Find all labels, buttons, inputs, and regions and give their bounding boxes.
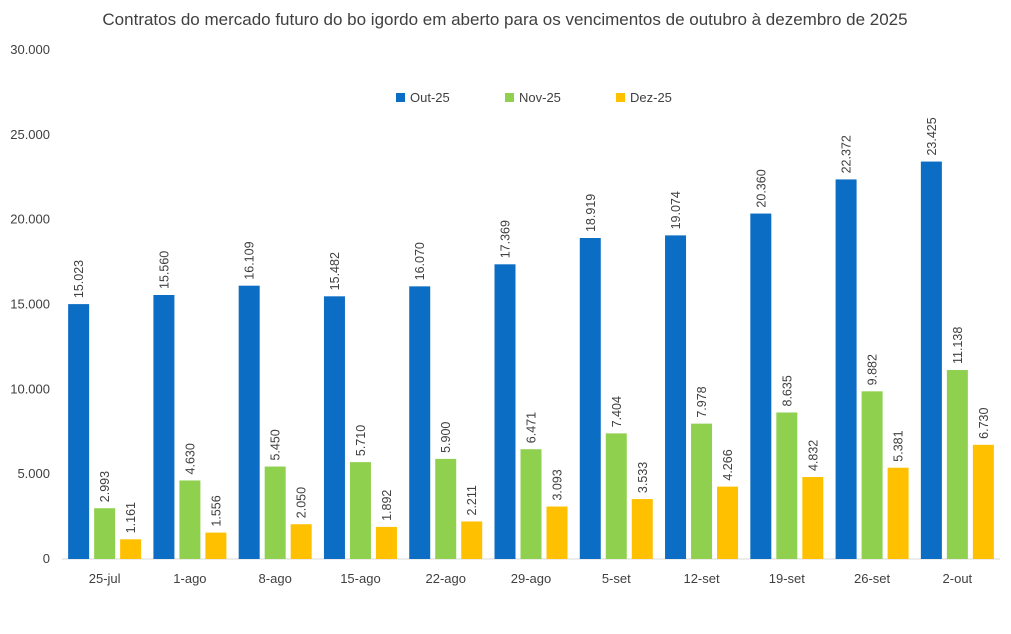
data-label: 18.919	[584, 194, 598, 232]
data-label: 7.978	[695, 386, 709, 417]
bar-out-25-1-ago	[153, 294, 175, 559]
data-label: 15.560	[157, 251, 171, 289]
y-tick-label: 20.000	[10, 212, 50, 227]
data-label: 5.900	[439, 422, 453, 453]
bar-dez-25-12-set	[717, 486, 739, 559]
bar-out-25-12-set	[665, 235, 687, 559]
bar-out-25-5-set	[579, 238, 601, 559]
data-label: 23.425	[925, 117, 939, 155]
data-label: 16.109	[243, 241, 257, 279]
data-label: 19.074	[669, 191, 683, 229]
y-tick-label: 15.000	[10, 297, 50, 312]
bar-nov-25-15-ago	[349, 462, 371, 559]
bar-nov-25-5-set	[605, 433, 627, 559]
data-label: 17.369	[499, 220, 513, 258]
y-tick-label: 5.000	[17, 466, 50, 481]
bar-dez-25-1-ago	[205, 532, 227, 559]
data-label: 1.161	[124, 502, 138, 533]
data-label: 20.360	[754, 169, 768, 207]
bar-dez-25-22-ago	[461, 521, 483, 559]
x-tick-label: 12-set	[683, 571, 720, 586]
bar-nov-25-26-set	[861, 391, 883, 559]
bar-dez-25-2-out	[972, 444, 994, 559]
legend-label: Dez-25	[630, 90, 672, 105]
bar-dez-25-5-set	[631, 499, 653, 559]
x-tick-label: 25-jul	[89, 571, 121, 586]
y-tick-label: 25.000	[10, 127, 50, 142]
bar-nov-25-22-ago	[435, 458, 457, 559]
bar-dez-25-8-ago	[290, 524, 312, 559]
x-tick-label: 5-set	[602, 571, 631, 586]
data-label: 22.372	[840, 135, 854, 173]
data-label: 5.450	[269, 429, 283, 460]
bar-dez-25-26-set	[887, 467, 909, 559]
bar-nov-25-25-jul	[94, 508, 116, 559]
data-label: 7.404	[610, 396, 624, 427]
data-label: 4.266	[721, 449, 735, 480]
x-tick-label: 26-set	[854, 571, 891, 586]
legend-label: Out-25	[410, 90, 450, 105]
data-label: 9.882	[866, 354, 880, 385]
data-label: 16.070	[413, 242, 427, 280]
x-tick-label: 2-out	[943, 571, 973, 586]
bar-nov-25-1-ago	[179, 480, 201, 559]
y-tick-label: 30.000	[10, 42, 50, 57]
x-axis: 25-jul 1-ago 8-ago 15-ago 22-ago 29-ago 5-set 1…	[62, 558, 1000, 586]
data-label: 8.635	[780, 375, 794, 406]
bar-out-25-29-ago	[494, 264, 516, 559]
data-label: 2.050	[295, 487, 309, 518]
bar-out-25-15-ago	[323, 296, 345, 559]
bar-nov-25-29-ago	[520, 449, 542, 559]
data-label: 6.471	[525, 412, 539, 443]
data-label: 2.211	[465, 485, 479, 515]
data-labels: 15.023 2.993 1.161 15.560 4.630 1.556 16.109 5.…	[72, 117, 991, 533]
y-tick-label: 10.000	[10, 381, 50, 396]
bar-dez-25-29-ago	[546, 506, 568, 559]
legend-label: Nov-25	[519, 90, 561, 105]
data-label: 5.710	[354, 425, 368, 456]
y-tick-label: 0	[43, 551, 50, 566]
x-tick-label: 29-ago	[511, 571, 551, 586]
chart-title: Contratos do mercado futuro do bo igordo…	[102, 10, 907, 29]
legend: Out-25 Nov-25 Dez-25	[396, 90, 672, 105]
data-label: 3.533	[636, 462, 650, 493]
data-label: 11.138	[951, 327, 965, 364]
bar-nov-25-8-ago	[264, 466, 286, 559]
bar-out-25-19-set	[750, 213, 772, 560]
bar-dez-25-25-jul	[120, 539, 142, 559]
x-tick-label: 22-ago	[425, 571, 465, 586]
data-label: 15.023	[72, 260, 86, 298]
x-tick-label: 19-set	[769, 571, 806, 586]
legend-swatch-nov-25	[505, 93, 514, 102]
data-label: 6.730	[977, 407, 991, 438]
legend-swatch-out-25	[396, 93, 405, 102]
data-label: 4.630	[183, 443, 197, 474]
bars	[68, 161, 994, 560]
data-label: 1.556	[209, 495, 223, 526]
legend-swatch-dez-25	[616, 93, 625, 102]
bar-out-25-22-ago	[409, 286, 431, 559]
bar-dez-25-15-ago	[375, 526, 397, 559]
x-tick-label: 1-ago	[173, 571, 206, 586]
data-label: 3.093	[551, 469, 565, 500]
data-label: 4.832	[806, 440, 820, 471]
data-label: 1.892	[380, 490, 394, 521]
x-tick-label: 8-ago	[259, 571, 292, 586]
bar-out-25-26-set	[835, 179, 857, 559]
bar-out-25-25-jul	[68, 304, 90, 559]
y-axis: 0 5.000 10.000 15.000 20.000 25.000 30.000	[10, 42, 50, 566]
x-tick-label: 15-ago	[340, 571, 380, 586]
bar-nov-25-19-set	[776, 412, 798, 559]
data-label: 5.381	[892, 430, 906, 461]
data-label: 2.993	[98, 471, 112, 502]
bar-nov-25-12-set	[691, 423, 713, 559]
bar-nov-25-2-out	[946, 370, 968, 559]
bar-dez-25-19-set	[802, 477, 824, 559]
bar-out-25-8-ago	[238, 285, 260, 559]
data-label: 15.482	[328, 252, 342, 290]
bar-out-25-2-out	[920, 161, 942, 559]
